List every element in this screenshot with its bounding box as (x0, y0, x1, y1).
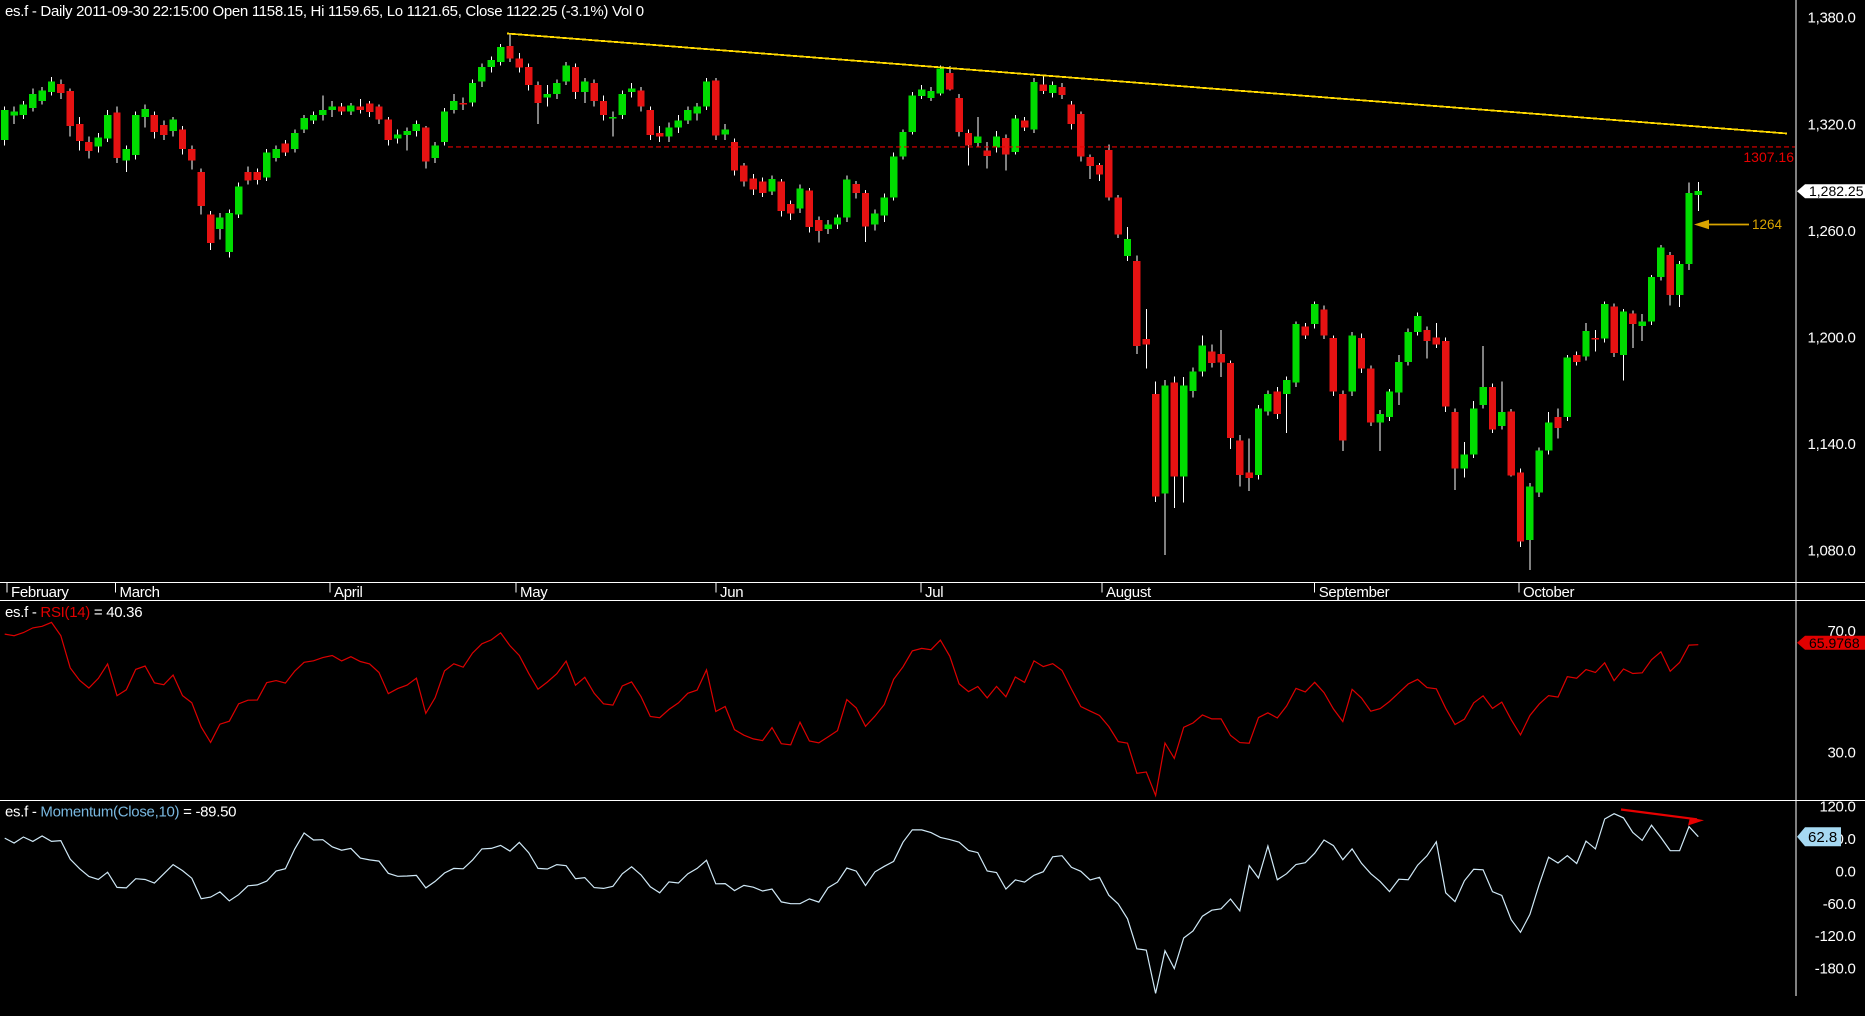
svg-text:es.f - Momentum(Close,10) = -8: es.f - Momentum(Close,10) = -89.50 (5, 804, 236, 821)
svg-text:1307.16: 1307.16 (1743, 149, 1794, 165)
svg-text:62.8: 62.8 (1808, 829, 1837, 846)
svg-text:es.f - RSI(14) = 40.36: es.f - RSI(14) = 40.36 (5, 604, 142, 621)
svg-text:65.9768: 65.9768 (1809, 635, 1860, 651)
svg-text:March: March (120, 584, 160, 601)
svg-text:October: October (1523, 584, 1575, 601)
svg-text:es.f - Daily 2011-09-30 22:15:: es.f - Daily 2011-09-30 22:15:00 Open 11… (5, 3, 644, 20)
svg-text:1,200.0: 1,200.0 (1808, 330, 1856, 347)
svg-text:70.0: 70.0 (1828, 623, 1856, 640)
svg-text:1,282.25: 1,282.25 (1809, 183, 1864, 199)
svg-text:September: September (1319, 584, 1390, 601)
svg-text:120.0: 120.0 (1819, 798, 1855, 815)
svg-text:-120.0: -120.0 (1815, 928, 1856, 945)
svg-text:1,320.0: 1,320.0 (1808, 116, 1856, 133)
svg-text:February: February (11, 584, 69, 601)
svg-text:August: August (1106, 584, 1152, 601)
svg-text:-60.0: -60.0 (1823, 896, 1856, 913)
svg-text:30.0: 30.0 (1828, 745, 1856, 762)
svg-text:May: May (520, 584, 548, 601)
svg-text:1264: 1264 (1752, 217, 1783, 232)
svg-text:0.0: 0.0 (1836, 863, 1856, 880)
svg-text:-180.0: -180.0 (1815, 961, 1856, 978)
svg-text:April: April (334, 584, 363, 601)
svg-text:Jun: Jun (720, 584, 743, 601)
svg-text:1,080.0: 1,080.0 (1808, 543, 1856, 560)
svg-text:1,140.0: 1,140.0 (1808, 436, 1856, 453)
svg-text:Jul: Jul (925, 584, 943, 601)
svg-text:1,380.0: 1,380.0 (1808, 10, 1856, 27)
svg-text:1,260.0: 1,260.0 (1808, 223, 1856, 240)
